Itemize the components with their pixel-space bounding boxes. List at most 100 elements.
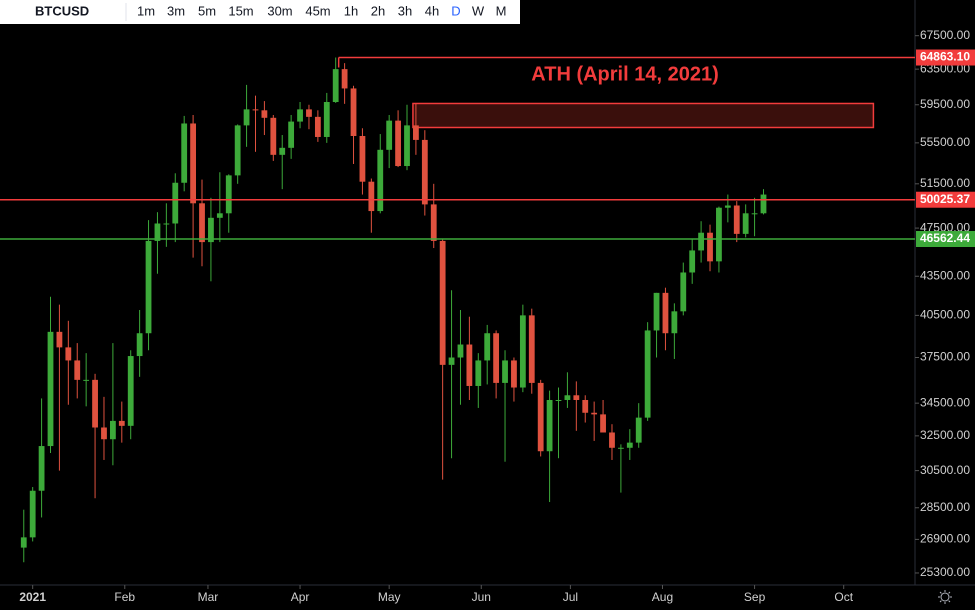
candle-body	[181, 123, 188, 183]
candle-body	[20, 537, 27, 548]
interval-button[interactable]: 3h	[398, 3, 412, 18]
candle-body	[404, 125, 410, 167]
interval-button[interactable]: 45m	[305, 3, 330, 18]
candle-body	[724, 205, 731, 208]
candle-body	[671, 311, 678, 334]
candle-body	[493, 333, 500, 383]
interval-button[interactable]: 30m	[267, 3, 292, 18]
candle-body	[243, 109, 250, 126]
candle-body	[475, 360, 482, 386]
y-tick-label: 51500.00	[920, 176, 970, 190]
y-tick-label: 43500.00	[920, 268, 970, 282]
symbol[interactable]: BTCUSD	[35, 3, 89, 18]
y-tick-label: 55500.00	[920, 135, 970, 149]
x-tick-label: May	[378, 590, 401, 604]
candle-body	[368, 181, 375, 212]
candle-body	[83, 379, 90, 381]
candle-body	[216, 213, 223, 218]
candle-body	[511, 360, 517, 388]
candle-body	[439, 240, 446, 365]
candle-body	[163, 223, 170, 225]
candle-body	[698, 232, 705, 251]
candle-body	[172, 182, 179, 224]
interval-button[interactable]: 15m	[228, 3, 253, 18]
toolbar	[0, 0, 520, 24]
candle-body	[457, 344, 464, 358]
candle-body	[29, 490, 36, 538]
y-tick-label: 47500.00	[920, 220, 970, 234]
candle-body	[56, 331, 63, 348]
candle-body	[528, 315, 535, 383]
candle-body	[484, 333, 491, 361]
candle-body	[252, 109, 259, 111]
candle-body	[662, 292, 669, 334]
candle-body	[564, 395, 571, 400]
candle-body	[199, 203, 205, 243]
settings-icon-circle	[940, 592, 950, 602]
candle-body	[109, 420, 116, 440]
interval-button[interactable]: 3m	[167, 3, 185, 18]
candle-body	[261, 110, 268, 118]
candle-body	[297, 109, 303, 122]
interval-button[interactable]: 1h	[344, 3, 358, 18]
price-level-badge	[916, 230, 975, 247]
candle-body	[136, 333, 143, 357]
y-tick-label: 25300.00	[920, 565, 970, 579]
candle-body	[145, 240, 152, 334]
y-tick-label: 32500.00	[920, 428, 970, 442]
candle-body	[225, 175, 232, 214]
x-tick-label: Aug	[652, 590, 673, 604]
interval-button[interactable]: 5m	[198, 3, 216, 18]
x-tick-label: 2021	[19, 590, 46, 604]
interval-button[interactable]: D	[451, 3, 460, 18]
interval-button[interactable]: 2h	[371, 3, 385, 18]
candle-body	[234, 125, 241, 176]
x-tick-label: Apr	[291, 590, 310, 604]
candle-body	[591, 412, 598, 415]
y-tick-label: 37500.00	[920, 350, 970, 364]
interval-button[interactable]: 1m	[137, 3, 155, 18]
x-tick-label: Feb	[114, 590, 135, 604]
candle-body	[448, 357, 455, 365]
candle-body	[760, 194, 767, 214]
annotation: ATH (April 14, 2021)	[531, 63, 718, 85]
interval-list: 1m 3m 5m 15m 30m 45m 1h 2h 3h 4h D W M	[137, 3, 506, 18]
candle-body	[154, 223, 161, 241]
candle-body	[573, 395, 580, 400]
candle-body	[626, 442, 633, 448]
candle-body	[323, 102, 330, 137]
candle-body	[359, 136, 366, 182]
candle-body	[680, 272, 687, 312]
candle-body	[617, 447, 624, 449]
candle-body	[716, 207, 722, 262]
candle-body	[306, 109, 312, 117]
candle-body	[653, 292, 660, 331]
interval-button[interactable]: W	[472, 3, 485, 18]
y-tick-label: 34500.00	[920, 395, 970, 409]
candle-body	[395, 120, 401, 167]
y-tick-label: 30500.00	[920, 463, 970, 477]
candle-body	[537, 382, 544, 452]
candle-body	[314, 116, 321, 137]
candle-body	[74, 360, 81, 380]
y-tick-label: 67500.00	[920, 28, 970, 42]
interval-button[interactable]: M	[496, 3, 507, 18]
candle-body	[377, 149, 384, 212]
settings-icon[interactable]	[938, 590, 952, 604]
candle-body	[38, 446, 45, 491]
candle-body	[689, 250, 696, 273]
candle-body	[751, 213, 758, 215]
price-level-label: 64863.10	[920, 50, 970, 64]
candle-body	[288, 121, 295, 148]
candle-body	[413, 125, 419, 140]
candle-body	[502, 360, 508, 383]
interval-button[interactable]: 4h	[425, 3, 439, 18]
x-tick-label: Oct	[834, 590, 853, 604]
price-level-badge	[916, 191, 975, 208]
candle-body	[386, 120, 393, 150]
settings-icon-rays	[938, 590, 952, 604]
x-tick-label: Sep	[744, 590, 766, 604]
